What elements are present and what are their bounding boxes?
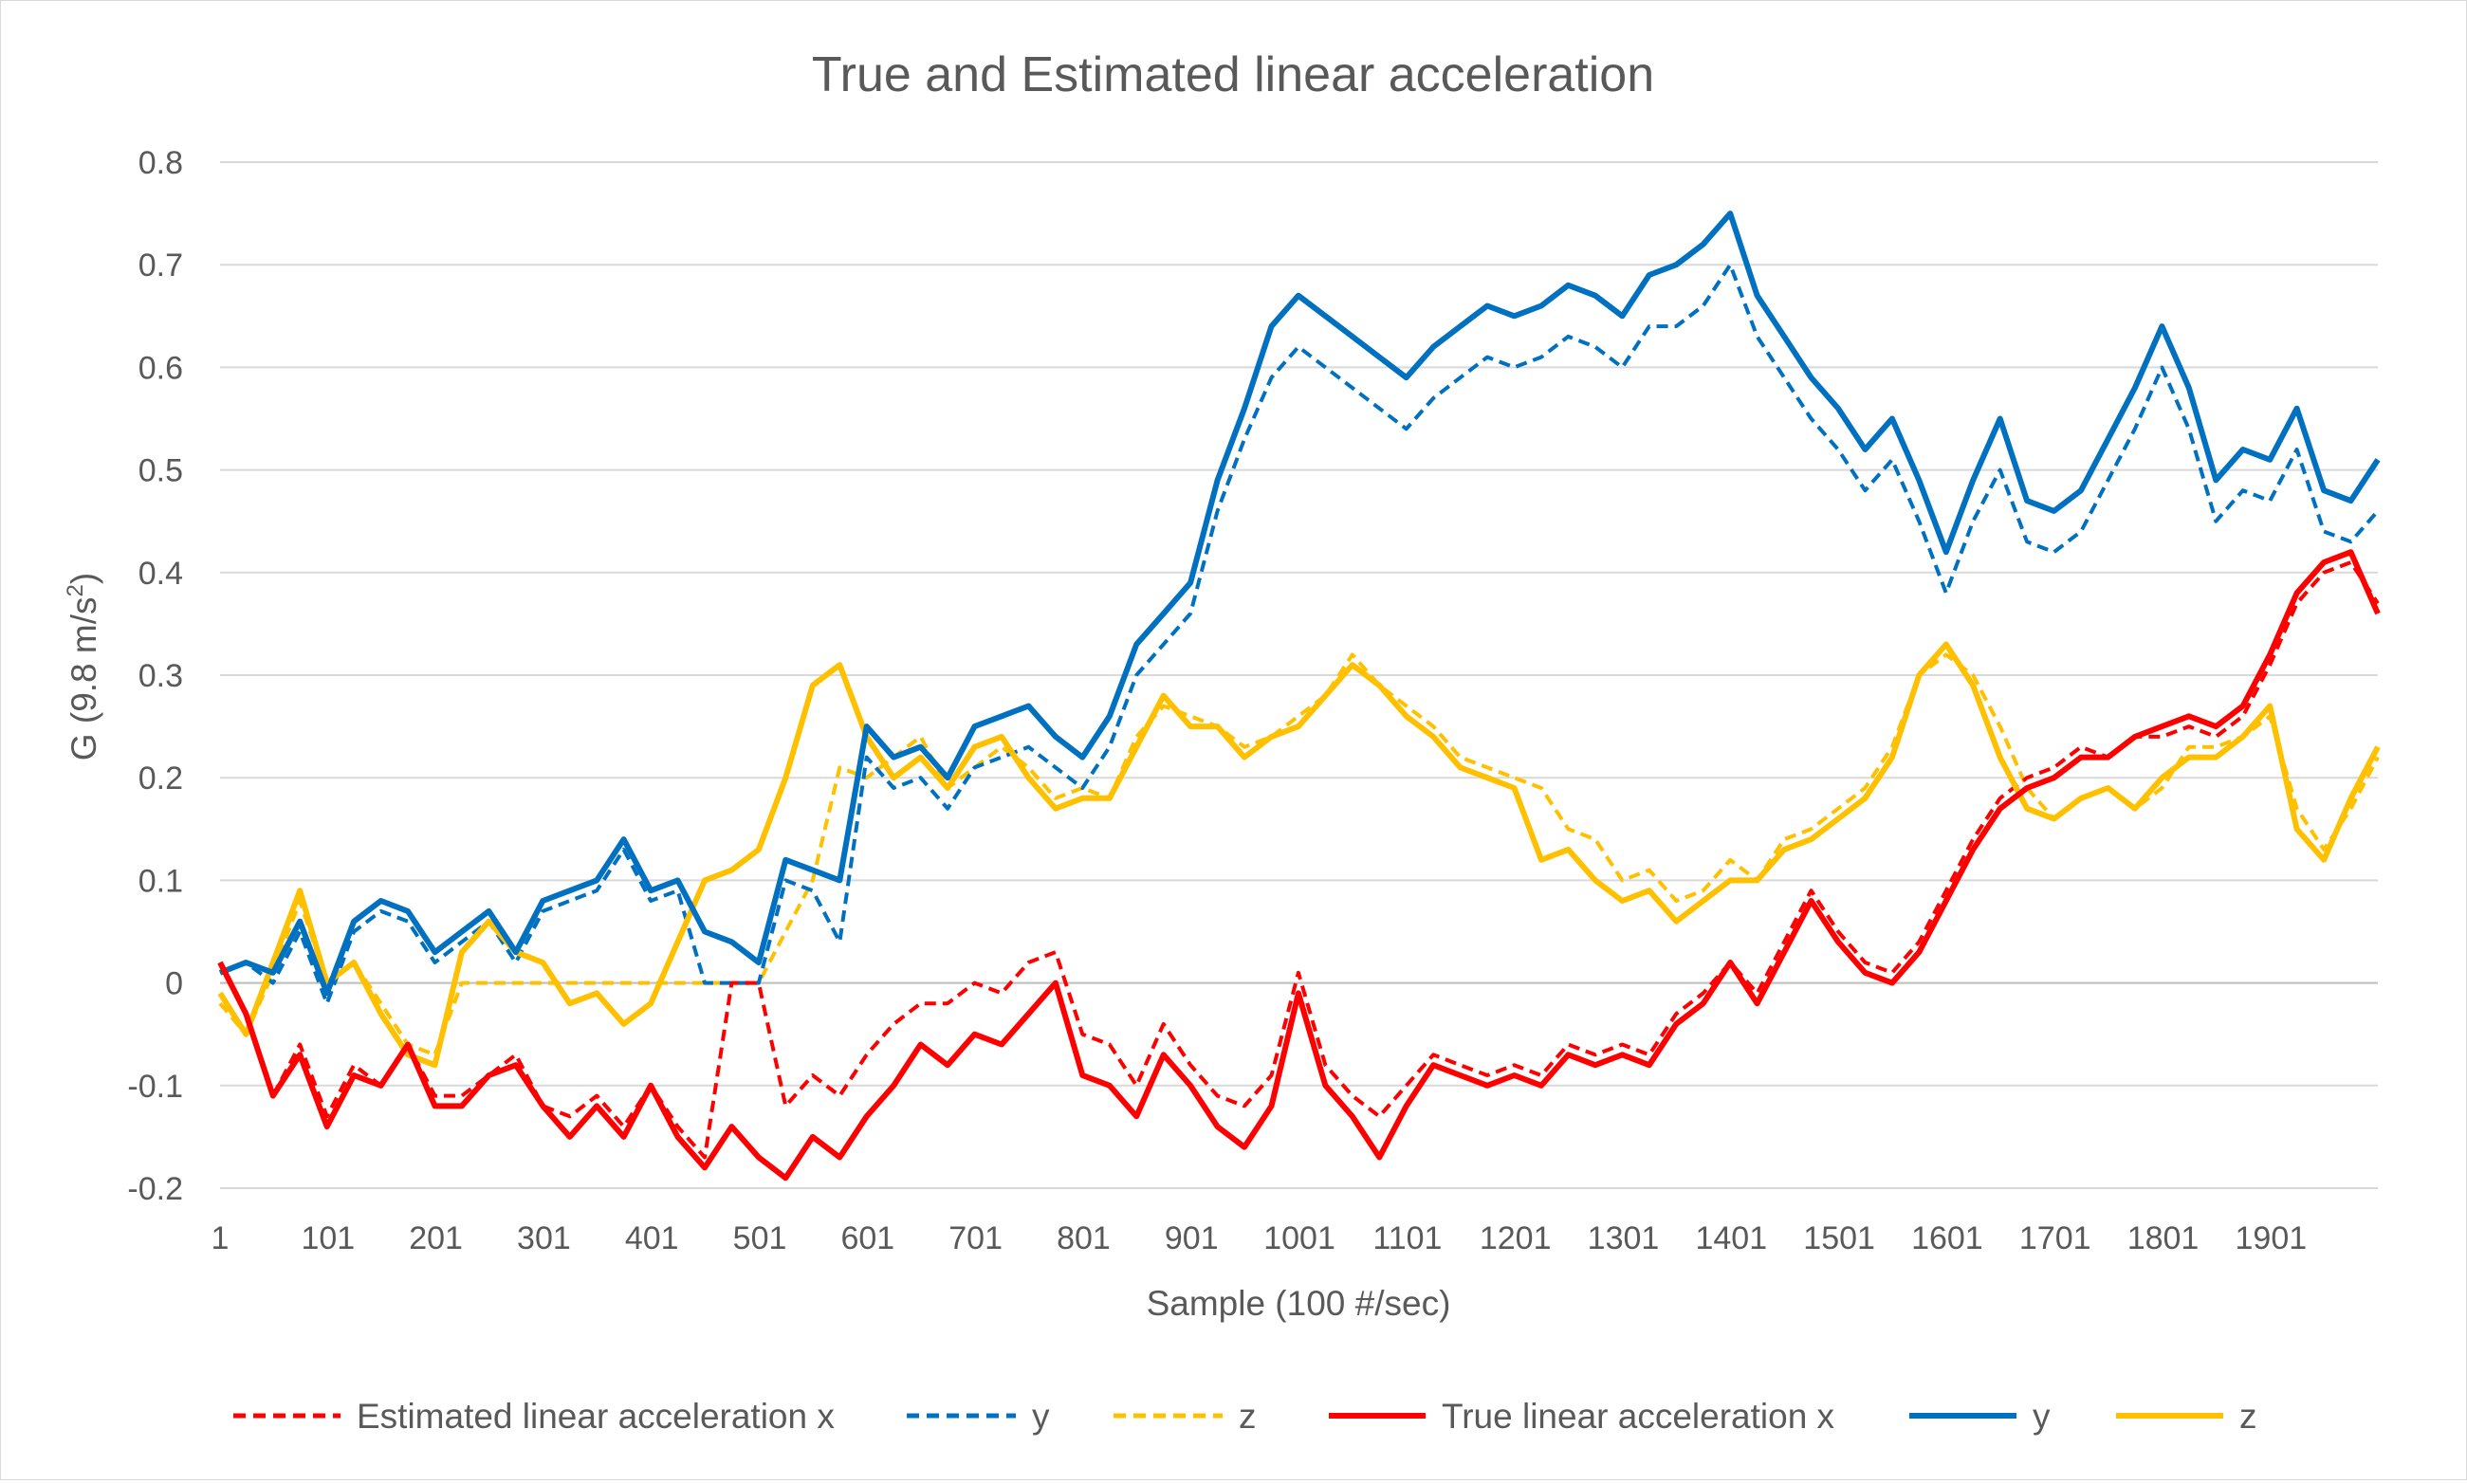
legend-label-estimated-z: z — [1239, 1397, 1257, 1436]
x-tick-labels: 1 101 201 301 401 501 601 701 801 901 1001 1101 1201… — [212, 1220, 2308, 1256]
x-tick-label: 1301 — [1588, 1220, 1660, 1256]
x-axis-title: Sample (100 #/sec) — [1147, 1284, 1451, 1323]
x-tick-label: 1601 — [1911, 1220, 1983, 1256]
y-tick-label: 0.8 — [138, 145, 183, 181]
x-tick-label: 1 — [212, 1220, 230, 1256]
x-tick-label: 1901 — [2236, 1220, 2308, 1256]
series-line-0 — [218, 560, 2380, 1160]
legend: Estimated linear acceleration x y z True… — [233, 1397, 2257, 1436]
legend-label-true-x: True linear acceleration x — [1442, 1397, 1835, 1436]
y-tick-label: 0.2 — [138, 760, 183, 797]
legend-item-estimated-z: z — [1114, 1397, 1257, 1436]
y-tick-label: -0.1 — [127, 1069, 183, 1105]
x-tick-label: 301 — [517, 1220, 571, 1256]
series-line-4 — [218, 211, 2381, 997]
legend-item-true-y: y — [1909, 1397, 2051, 1436]
y-tick-label: 0.7 — [138, 247, 183, 284]
y-axis-title-close: ) — [64, 573, 103, 584]
x-tick-label: 501 — [733, 1220, 787, 1256]
x-tick-label: 1801 — [2127, 1220, 2200, 1256]
chart-title: True and Estimated linear acceleration — [812, 47, 1654, 102]
x-tick-label: 1401 — [1695, 1220, 1767, 1256]
legend-label-estimated-x: Estimated linear acceleration x — [357, 1397, 835, 1436]
series-line-3 — [217, 549, 2381, 1182]
x-tick-label: 401 — [625, 1220, 679, 1256]
legend-label-true-y: y — [2033, 1397, 2051, 1436]
y-axis-title-main: G (9.8 m/s — [64, 596, 103, 760]
y-axis-title-sup: 2 — [63, 584, 88, 596]
x-tick-label: 1001 — [1263, 1220, 1335, 1256]
legend-label-true-z: z — [2239, 1397, 2257, 1436]
x-tick-label: 901 — [1165, 1220, 1219, 1256]
series-lines — [217, 211, 2381, 1182]
x-tick-label: 1501 — [1803, 1220, 1875, 1256]
x-tick-label: 601 — [840, 1220, 894, 1256]
y-tick-label: 0.6 — [138, 350, 183, 386]
x-tick-label: 201 — [409, 1220, 463, 1256]
x-tick-label: 1101 — [1372, 1220, 1442, 1256]
y-tick-label: 0.4 — [138, 556, 183, 592]
x-tick-label: 701 — [948, 1220, 1003, 1256]
legend-item-true-x: True linear acceleration x — [1329, 1397, 1835, 1436]
y-tick-labels: -0.2 -0.1 0 0.1 0.2 0.3 0.4 0.5 0.6 0.7 0.8 — [127, 145, 183, 1207]
x-tick-label: 101 — [301, 1220, 355, 1256]
legend-item-estimated-x: Estimated linear acceleration x — [233, 1397, 835, 1436]
series-line-1 — [219, 263, 2380, 1006]
y-tick-label: 0.1 — [138, 863, 183, 899]
x-tick-label: 1201 — [1480, 1220, 1552, 1256]
y-tick-label: 0.5 — [138, 453, 183, 489]
grid-lines — [220, 161, 2378, 1189]
y-tick-label: -0.2 — [127, 1171, 183, 1207]
legend-item-true-z: z — [2116, 1397, 2257, 1436]
y-axis-title: G (9.8 m/s2) — [63, 573, 103, 760]
y-tick-label: 0 — [165, 966, 183, 1002]
x-tick-label: 801 — [1057, 1220, 1111, 1256]
legend-label-estimated-y: y — [1032, 1397, 1050, 1436]
x-tick-label: 1701 — [2019, 1220, 2091, 1256]
y-tick-label: 0.3 — [138, 658, 183, 694]
legend-item-estimated-y: y — [907, 1397, 1050, 1436]
